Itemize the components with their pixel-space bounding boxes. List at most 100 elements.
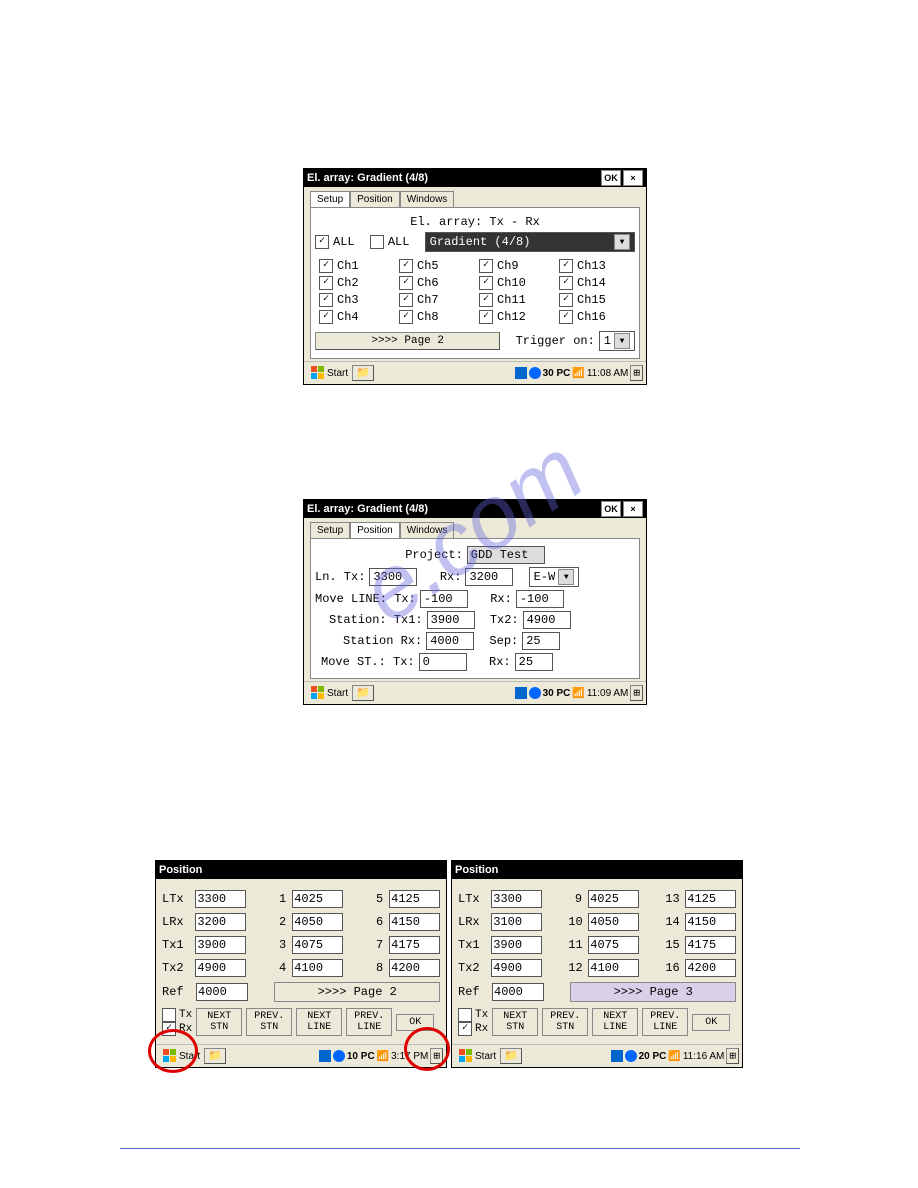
station-rx-field[interactable]: 4000 <box>426 632 474 650</box>
next-stn-button[interactable]: NEXT STN <box>196 1008 242 1036</box>
val-5-field[interactable]: 4125 <box>389 890 440 908</box>
rx-checkbox[interactable] <box>162 1022 176 1036</box>
val-14-field[interactable]: 4150 <box>685 913 736 931</box>
ch13-checkbox[interactable] <box>559 259 573 273</box>
sep-field[interactable]: 25 <box>522 632 560 650</box>
val-3-field[interactable]: 4075 <box>292 936 343 954</box>
tx-checkbox[interactable] <box>458 1008 472 1022</box>
col-8-num: 8 <box>369 961 383 975</box>
tab-setup[interactable]: Setup <box>310 191 350 207</box>
start-button[interactable]: Start <box>307 686 352 700</box>
close-button[interactable]: × <box>623 501 643 517</box>
station-tx1-field[interactable]: 3900 <box>427 611 475 629</box>
prev-line-button[interactable]: PREV. LINE <box>346 1008 392 1036</box>
ln-tx-field[interactable]: 3300 <box>369 568 417 586</box>
next-line-button[interactable]: NEXT LINE <box>592 1008 638 1036</box>
val-4-field[interactable]: 4100 <box>292 959 343 977</box>
ch1-checkbox[interactable] <box>319 259 333 273</box>
tx1-field[interactable]: 3900 <box>491 936 542 954</box>
val-10-field[interactable]: 4050 <box>588 913 639 931</box>
val-16-field[interactable]: 4200 <box>685 959 736 977</box>
desktop-icon[interactable]: ⊞ <box>630 685 643 701</box>
mode-dropdown[interactable]: Gradient (4/8) ▼ <box>425 232 635 252</box>
start-button[interactable]: Start <box>455 1049 500 1063</box>
prev-line-button[interactable]: PREV. LINE <box>642 1008 688 1036</box>
move-st-rx-field[interactable]: 25 <box>515 653 553 671</box>
ch14-checkbox[interactable] <box>559 276 573 290</box>
all-checkbox-2[interactable] <box>370 235 384 249</box>
ch12-checkbox[interactable] <box>479 310 493 324</box>
desktop-icon[interactable]: ⊞ <box>726 1048 739 1064</box>
ok-button[interactable]: OK <box>601 170 621 186</box>
folder-icon[interactable]: 📁 <box>352 365 374 381</box>
ch9-checkbox[interactable] <box>479 259 493 273</box>
station-tx2-field[interactable]: 4900 <box>523 611 571 629</box>
val-7-field[interactable]: 4175 <box>389 936 440 954</box>
desktop-icon[interactable]: ⊞ <box>430 1048 443 1064</box>
move-line-rx-field[interactable]: -100 <box>516 590 564 608</box>
rx-field[interactable]: 3200 <box>465 568 513 586</box>
project-field[interactable]: GDD Test <box>467 546 545 564</box>
ch11-checkbox[interactable] <box>479 293 493 307</box>
start-label: Start <box>179 1051 200 1062</box>
start-button[interactable]: Start <box>307 366 352 380</box>
move-st-tx-field[interactable]: 0 <box>419 653 467 671</box>
next-stn-button[interactable]: NEXT STN <box>492 1008 538 1036</box>
ref-field[interactable]: 4000 <box>196 983 248 1001</box>
ch10-checkbox[interactable] <box>479 276 493 290</box>
tx1-field[interactable]: 3900 <box>195 936 246 954</box>
tab-windows[interactable]: Windows <box>400 191 455 207</box>
prev-stn-button[interactable]: PREV. STN <box>246 1008 292 1036</box>
ch3-checkbox[interactable] <box>319 293 333 307</box>
next-line-button[interactable]: NEXT LINE <box>296 1008 342 1036</box>
val-8-field[interactable]: 4200 <box>389 959 440 977</box>
tab-windows[interactable]: Windows <box>400 522 455 538</box>
tx2-field[interactable]: 4900 <box>491 959 542 977</box>
ltx-field[interactable]: 3300 <box>491 890 542 908</box>
ok-button[interactable]: OK <box>692 1014 730 1031</box>
ch4-checkbox[interactable] <box>319 310 333 324</box>
tx2-field[interactable]: 4900 <box>195 959 246 977</box>
tab-position[interactable]: Position <box>350 522 400 538</box>
ltx-field[interactable]: 3300 <box>195 890 246 908</box>
ch8-checkbox[interactable] <box>399 310 413 324</box>
ok-button[interactable]: OK <box>396 1014 434 1031</box>
tab-setup[interactable]: Setup <box>310 522 350 538</box>
ch6-checkbox[interactable] <box>399 276 413 290</box>
folder-icon[interactable]: 📁 <box>500 1048 522 1064</box>
ch2-checkbox[interactable] <box>319 276 333 290</box>
trigger-dropdown[interactable]: 1 ▼ <box>599 331 635 351</box>
close-button[interactable]: × <box>623 170 643 186</box>
val-15-field[interactable]: 4175 <box>685 936 736 954</box>
page-2-button[interactable]: >>>> Page 2 <box>315 332 500 350</box>
all-checkbox-1[interactable] <box>315 235 329 249</box>
val-12-field[interactable]: 4100 <box>588 959 639 977</box>
desktop-icon[interactable]: ⊞ <box>630 365 643 381</box>
ch7-checkbox[interactable] <box>399 293 413 307</box>
val-9-field[interactable]: 4025 <box>588 890 639 908</box>
ch5-checkbox[interactable] <box>399 259 413 273</box>
folder-icon[interactable]: 📁 <box>204 1048 226 1064</box>
val-6-field[interactable]: 4150 <box>389 913 440 931</box>
tx-checkbox[interactable] <box>162 1008 176 1022</box>
page-3-button[interactable]: >>>> Page 3 <box>570 982 736 1002</box>
direction-dropdown[interactable]: E-W ▼ <box>529 567 580 587</box>
val-1-field[interactable]: 4025 <box>292 890 343 908</box>
lrx-field[interactable]: 3100 <box>491 913 542 931</box>
ok-button[interactable]: OK <box>601 501 621 517</box>
val-11-field[interactable]: 4075 <box>588 936 639 954</box>
val-13-field[interactable]: 4125 <box>685 890 736 908</box>
start-button[interactable]: Start <box>159 1049 204 1063</box>
page-2-button[interactable]: >>>> Page 2 <box>274 982 440 1002</box>
tab-position[interactable]: Position <box>350 191 400 207</box>
val-2-field[interactable]: 4050 <box>292 913 343 931</box>
ch15-checkbox[interactable] <box>559 293 573 307</box>
ref-field[interactable]: 4000 <box>492 983 544 1001</box>
lrx-field[interactable]: 3200 <box>195 913 246 931</box>
ch6-label: Ch6 <box>417 276 439 290</box>
rx-checkbox[interactable] <box>458 1022 472 1036</box>
prev-stn-button[interactable]: PREV. STN <box>542 1008 588 1036</box>
folder-icon[interactable]: 📁 <box>352 685 374 701</box>
ch16-checkbox[interactable] <box>559 310 573 324</box>
move-line-tx-field[interactable]: -100 <box>420 590 468 608</box>
